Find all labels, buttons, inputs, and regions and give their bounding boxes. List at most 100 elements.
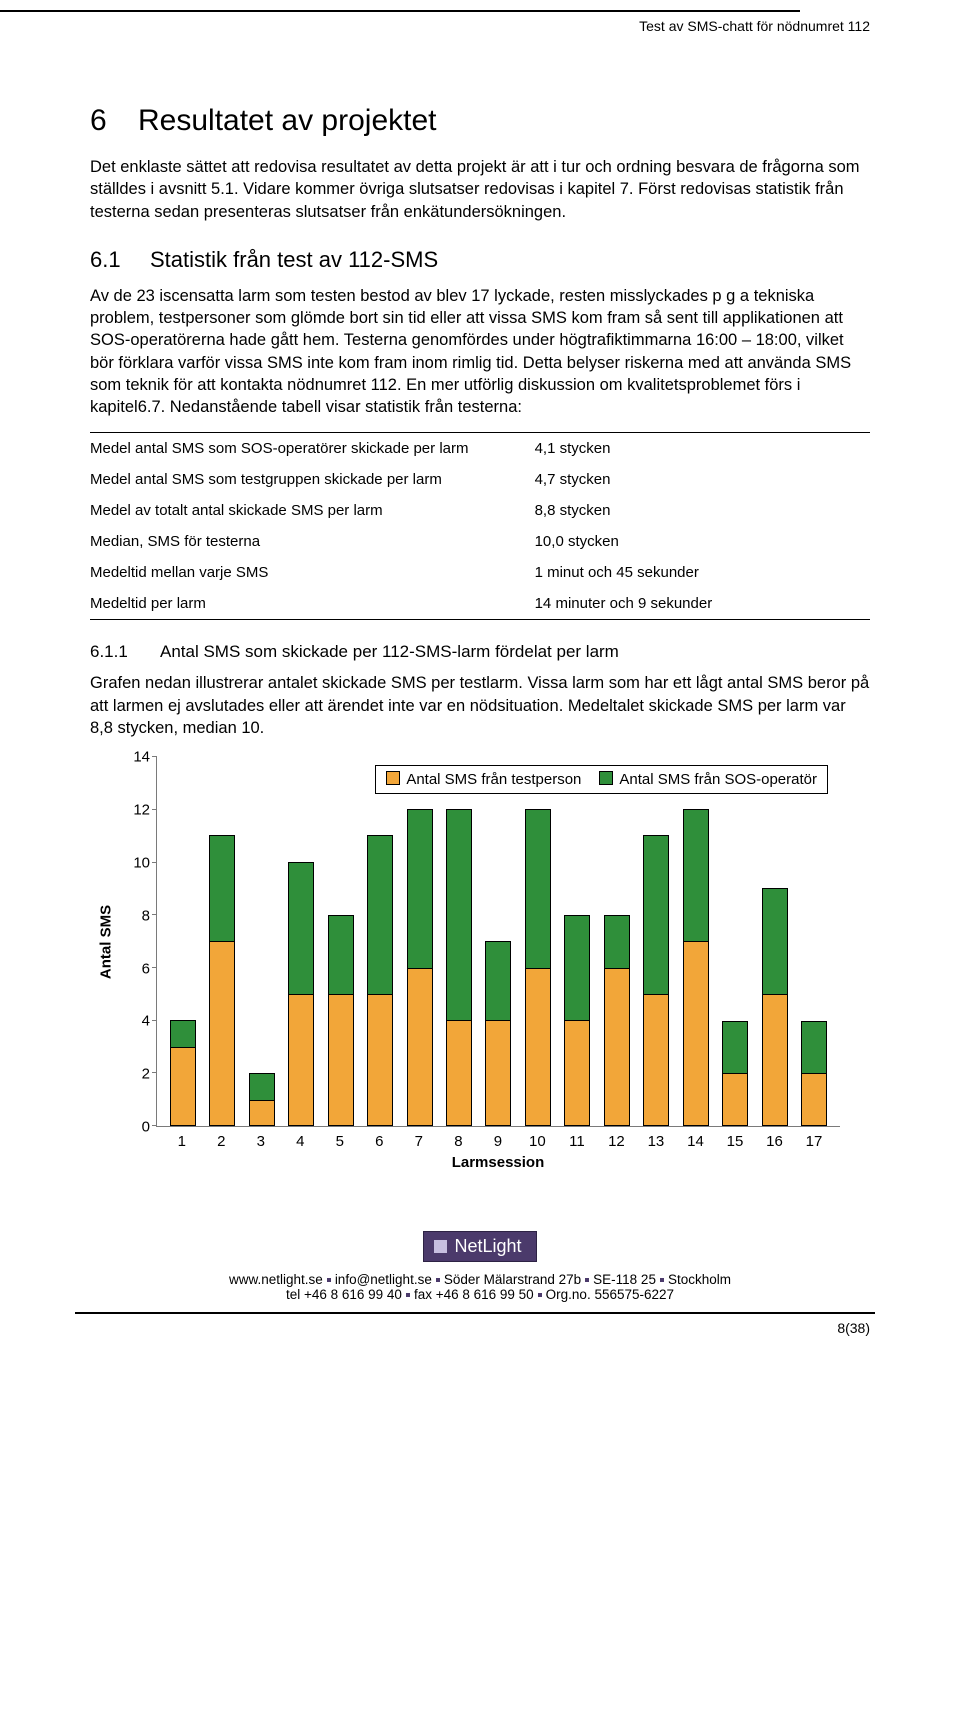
bar-segment-sos-operator	[407, 809, 433, 968]
netlight-logo: NetLight	[423, 1231, 536, 1262]
bar-column	[762, 888, 788, 1126]
footer-text: SE-118 25	[593, 1272, 656, 1287]
y-tick-mark	[152, 1020, 157, 1021]
bar-segment-sos-operator	[170, 1020, 196, 1046]
table-row: Medeltid mellan varje SMS1 minut och 45 …	[90, 557, 870, 588]
page-footer: NetLight www.netlight.se info@netlight.se…	[0, 1231, 960, 1302]
bar-segment-sos-operator	[643, 835, 669, 994]
footer-text: info@netlight.se	[335, 1272, 432, 1287]
bar-segment-sos-operator	[722, 1021, 748, 1074]
y-tick-label: 12	[133, 802, 150, 819]
bar-column	[525, 809, 551, 1126]
bar-segment-sos-operator	[288, 862, 314, 994]
bar-column	[446, 809, 472, 1126]
y-tick-label: 6	[142, 960, 150, 977]
logo-text: NetLight	[454, 1236, 521, 1257]
section-6-text: Resultatet av projektet	[138, 104, 437, 137]
bar-column	[170, 1020, 196, 1126]
section-6-1-number: 6.1	[90, 247, 150, 273]
x-tick-label: 10	[524, 1133, 550, 1150]
chart-bars	[157, 757, 840, 1126]
bar-segment-testperson	[525, 968, 551, 1127]
header-rule	[0, 10, 800, 12]
bar-column	[367, 835, 393, 1126]
bar-segment-sos-operator	[564, 915, 590, 1021]
x-tick-label: 3	[248, 1133, 274, 1150]
bar-segment-testperson	[485, 1020, 511, 1126]
logo-square-icon	[434, 1240, 447, 1253]
footer-text: www.netlight.se	[229, 1272, 323, 1287]
x-tick-label: 15	[722, 1133, 748, 1150]
x-tick-label: 5	[327, 1133, 353, 1150]
x-tick-label: 7	[406, 1133, 432, 1150]
section-6-1-text: Statistik från test av 112-SMS	[150, 247, 438, 272]
table-row: Median, SMS för testerna10,0 stycken	[90, 526, 870, 557]
y-tick-label: 2	[142, 1066, 150, 1083]
x-tick-label: 8	[445, 1133, 471, 1150]
bar-column	[209, 835, 235, 1126]
bar-column	[604, 915, 630, 1126]
x-tick-label: 4	[287, 1133, 313, 1150]
bar-segment-sos-operator	[604, 915, 630, 968]
bar-segment-testperson	[801, 1073, 827, 1126]
y-tick-mark	[152, 756, 157, 757]
section-6-1-1-number: 6.1.1	[90, 642, 160, 662]
section-6-title: 6Resultatet av projektet	[90, 104, 870, 138]
table-row: Medel av totalt antal skickade SMS per l…	[90, 495, 870, 526]
bar-segment-testperson	[604, 968, 630, 1127]
y-tick-mark	[152, 967, 157, 968]
footer-line-2: tel +46 8 616 99 40fax +46 8 616 99 50Or…	[0, 1287, 960, 1302]
bar-column	[643, 835, 669, 1126]
y-tick-mark	[152, 1072, 157, 1073]
x-tick-label: 12	[603, 1133, 629, 1150]
chart-x-axis-label: Larmsession	[156, 1154, 840, 1171]
stat-label: Medeltid mellan varje SMS	[90, 557, 535, 588]
stat-value: 10,0 stycken	[535, 526, 870, 557]
x-tick-label: 2	[208, 1133, 234, 1150]
stat-label: Medel av totalt antal skickade SMS per l…	[90, 495, 535, 526]
section-6-1-1-title: 6.1.1Antal SMS som skickade per 112-SMS-…	[90, 642, 870, 662]
bar-column	[328, 915, 354, 1126]
bar-segment-testperson	[288, 994, 314, 1126]
y-tick-mark	[152, 809, 157, 810]
stat-label: Median, SMS för testerna	[90, 526, 535, 557]
footer-line-1: www.netlight.seinfo@netlight.seSöder Mäl…	[0, 1272, 960, 1287]
running-header: Test av SMS-chatt för nödnumret 112	[0, 18, 870, 34]
bar-column	[564, 915, 590, 1126]
footer-text: Org.no. 556575-6227	[546, 1287, 674, 1302]
bar-segment-sos-operator	[485, 941, 511, 1020]
footer-text: Stockholm	[668, 1272, 731, 1287]
bar-segment-testperson	[446, 1020, 472, 1126]
x-tick-label: 1	[169, 1133, 195, 1150]
stat-label: Medeltid per larm	[90, 588, 535, 620]
bar-segment-sos-operator	[683, 809, 709, 941]
x-tick-label: 16	[761, 1133, 787, 1150]
section-6-1-title: 6.1Statistik från test av 112-SMS	[90, 247, 870, 273]
separator-icon	[436, 1278, 440, 1282]
y-tick-mark	[152, 914, 157, 915]
bar-column	[683, 809, 709, 1126]
bar-segment-testperson	[722, 1073, 748, 1126]
section-6-intro: Det enklaste sättet att redovisa resulta…	[90, 156, 870, 223]
bar-column	[485, 941, 511, 1126]
footer-rule	[75, 1312, 875, 1314]
bar-column	[288, 862, 314, 1126]
y-tick-label: 0	[142, 1119, 150, 1136]
bar-column	[407, 809, 433, 1126]
separator-icon	[538, 1293, 542, 1297]
bar-column	[801, 1021, 827, 1127]
y-tick-label: 8	[142, 907, 150, 924]
stat-value: 4,7 stycken	[535, 464, 870, 495]
page-number: 8(38)	[0, 1320, 870, 1336]
bar-segment-testperson	[683, 941, 709, 1126]
x-tick-label: 11	[564, 1133, 590, 1150]
bar-segment-sos-operator	[249, 1073, 275, 1099]
bar-column	[249, 1073, 275, 1126]
sms-chart: Antal SMS 02468101214 Antal SMS från tes…	[120, 757, 840, 1171]
chart-plot-area: Antal SMS från testperson Antal SMS från…	[156, 757, 840, 1127]
separator-icon	[585, 1278, 589, 1282]
bar-segment-testperson	[328, 994, 354, 1126]
bar-column	[722, 1021, 748, 1127]
y-tick-label: 14	[133, 749, 150, 766]
x-tick-label: 14	[682, 1133, 708, 1150]
